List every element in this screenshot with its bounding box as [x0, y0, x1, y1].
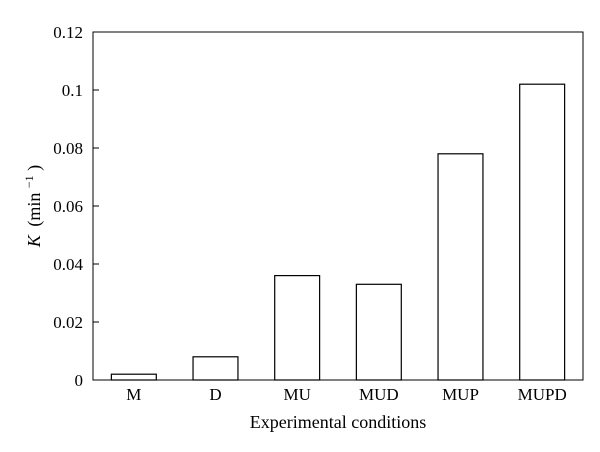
y-axis-unit-prefix: (min	[24, 193, 45, 227]
bar-mu	[274, 275, 321, 381]
plot-area-frame	[92, 31, 584, 381]
y-tick-label: 0.06	[53, 197, 83, 216]
y-axis-title: K (min −1 )	[17, 165, 45, 248]
x-tick-label: M	[126, 385, 141, 404]
bar-d	[192, 356, 239, 381]
y-axis: 0 0.02 0.04 0.06 0.08 0.1 0.12	[53, 23, 99, 390]
bar-mupd	[519, 83, 566, 381]
y-tick-label: 0.08	[53, 139, 83, 158]
bar-mud	[355, 283, 402, 381]
x-tick-label: MU	[283, 385, 310, 404]
x-axis: M D MU MUD MUP MUPD	[126, 385, 566, 404]
bars-group	[110, 83, 566, 381]
x-tick-label: MUP	[442, 385, 479, 404]
x-axis-title: Experimental conditions	[250, 412, 426, 432]
y-axis-symbol: K	[24, 234, 44, 248]
y-tick-label: 0.02	[53, 313, 83, 332]
bar-m	[110, 373, 157, 381]
y-tick-label: 0.04	[53, 255, 83, 274]
y-tick-label: 0.12	[53, 23, 83, 42]
x-tick-label: MUPD	[518, 385, 567, 404]
x-tick-label: D	[209, 385, 221, 404]
bar-mup	[437, 153, 484, 381]
y-axis-unit-suffix: )	[24, 165, 45, 171]
y-tick-label: 0	[75, 371, 84, 390]
y-axis-unit-exponent: −1	[22, 175, 36, 188]
x-tick-label: MUD	[359, 385, 399, 404]
y-tick-label: 0.1	[62, 81, 83, 100]
